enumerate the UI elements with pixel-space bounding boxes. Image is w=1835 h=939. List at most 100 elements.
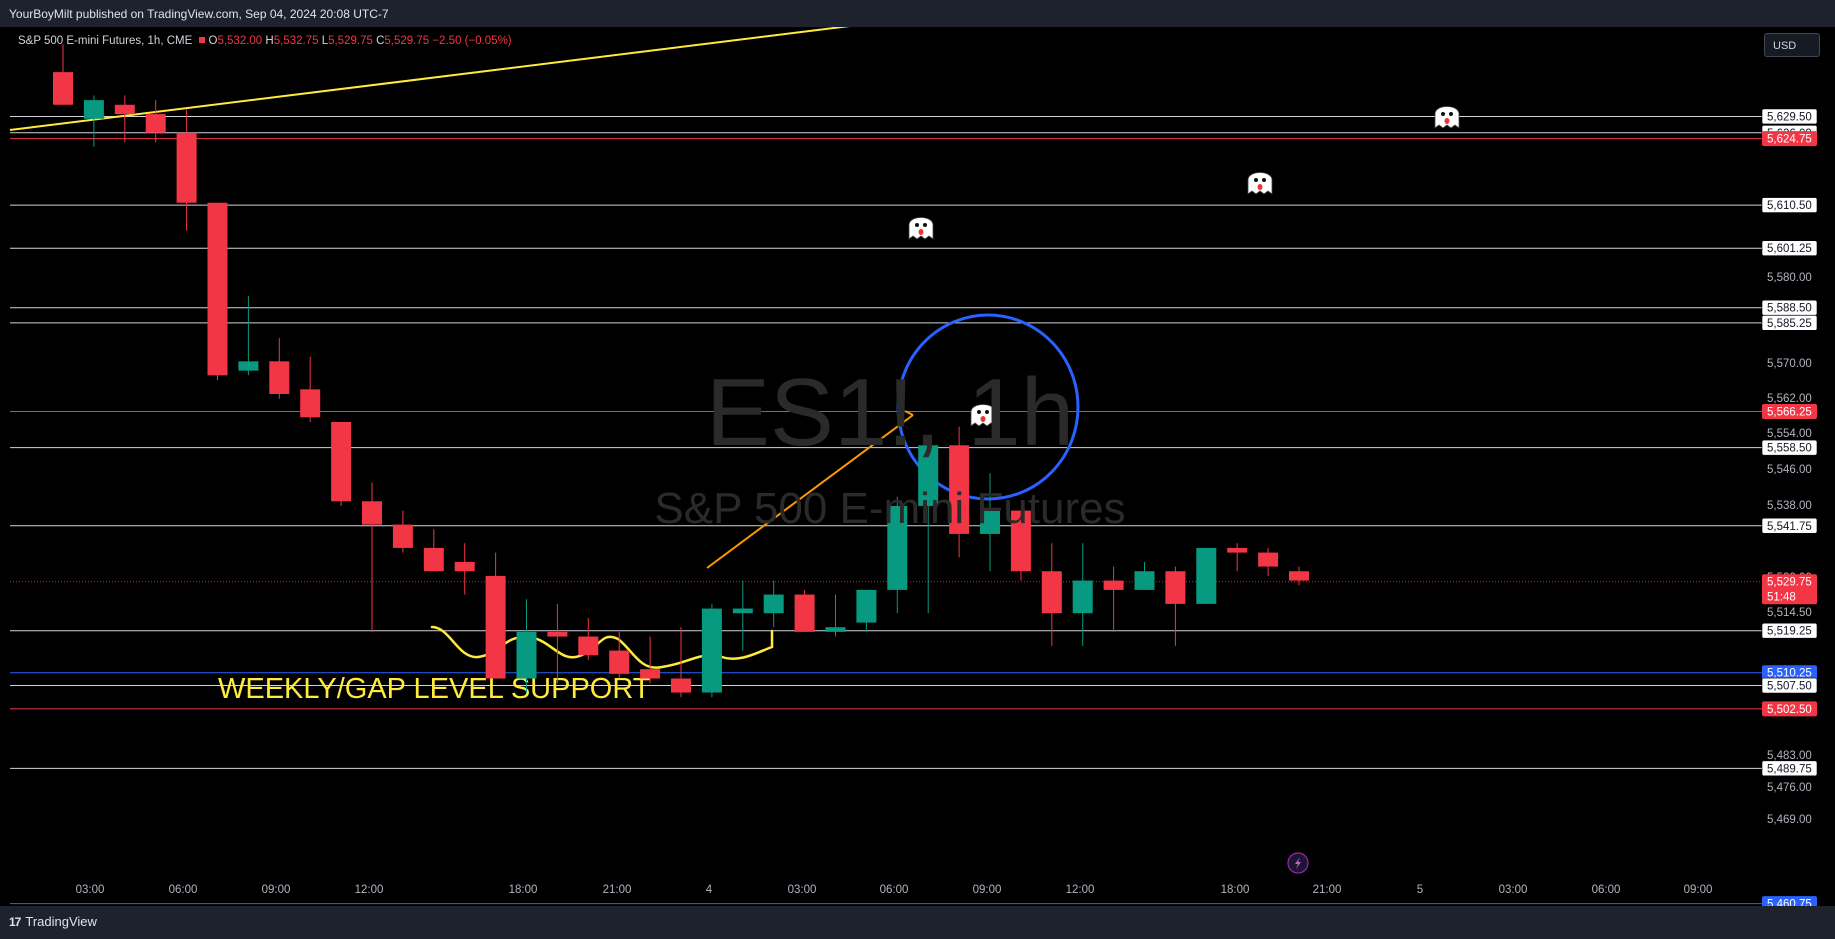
level-price-tag[interactable]: 5,502.50 [1762, 701, 1817, 717]
time-axis-tick-label[interactable]: 12:00 [355, 884, 384, 896]
candle-body[interactable] [176, 132, 197, 203]
symbol-legend[interactable]: S&P 500 E-mini Futures, 1h, CME O5,532.0… [18, 35, 512, 47]
price-axis-tick-label[interactable]: 5,538.00 [1767, 500, 1812, 512]
ghost-sticker-icon[interactable] [1434, 106, 1460, 129]
candle-body[interactable] [362, 501, 382, 525]
ghost-sticker-icon[interactable] [970, 404, 996, 427]
level-price-tag[interactable]: 5,519.25 [1761, 622, 1818, 639]
level-price-tag[interactable]: 5,610.50 [1761, 197, 1818, 213]
time-axis-tick-label[interactable]: 21:00 [603, 884, 632, 896]
candle-body[interactable] [640, 669, 661, 679]
time-axis-tick-label[interactable]: 03:00 [788, 884, 817, 896]
candle-body[interactable] [1227, 547, 1248, 553]
candle-body[interactable] [1196, 547, 1217, 604]
candle-body[interactable] [825, 627, 846, 632]
last-price-tag[interactable]: 5,529.75 51:48 [1762, 574, 1817, 605]
level-price-tag[interactable]: 5,585.25 [1761, 315, 1818, 331]
candle-body[interactable] [732, 608, 753, 614]
time-axis-tick-label[interactable]: 18:00 [1221, 884, 1250, 896]
time-axis-tick-label[interactable]: 03:00 [1499, 884, 1528, 896]
tradingview-brand[interactable]: 17 TradingView [9, 914, 97, 929]
candle-body[interactable] [516, 631, 537, 679]
candle-body[interactable] [671, 678, 691, 693]
price-axis-background[interactable] [1760, 27, 1835, 906]
candle-body[interactable] [207, 202, 228, 376]
candle-body[interactable] [53, 72, 73, 105]
candle-body[interactable] [547, 631, 568, 637]
event-flash-icon[interactable] [1287, 852, 1309, 874]
candle-body[interactable] [145, 114, 166, 133]
level-price-tag[interactable]: 5,624.75 [1762, 131, 1817, 147]
candle-body[interactable] [238, 361, 259, 371]
candle-body[interactable] [980, 510, 1000, 534]
time-axis-tick-label[interactable]: 5 [1417, 884, 1423, 896]
candle-body[interactable] [701, 608, 722, 693]
price-axis-tick-label[interactable]: 5,554.00 [1767, 428, 1812, 440]
level-price-tag[interactable]: 5,558.50 [1761, 439, 1818, 456]
price-axis-tick-label[interactable]: 5,476.00 [1767, 782, 1812, 794]
chart-canvas[interactable]: WEEKLY/GAP LEVEL SUPPORT 5,620.005,580.0… [0, 27, 1835, 906]
level-price-tag[interactable]: 5,566.25 [1762, 403, 1817, 419]
candle-body[interactable] [269, 361, 290, 394]
candle-body[interactable] [578, 636, 599, 656]
price-axis-tick-label[interactable]: 5,469.00 [1767, 814, 1812, 826]
candle-body[interactable] [114, 104, 135, 115]
level-price-tag[interactable]: 5,510.25 [1762, 665, 1817, 681]
time-axis-tick-label[interactable]: 06:00 [169, 884, 198, 896]
level-price-tag[interactable]: 5,507.50 [1761, 677, 1818, 694]
level-price-tag[interactable]: 5,629.50 [1761, 108, 1818, 125]
candle-body[interactable] [1041, 571, 1062, 614]
candle-body[interactable] [1134, 571, 1155, 590]
candle-body[interactable] [763, 594, 784, 614]
candle-body[interactable] [423, 547, 444, 572]
candle-body[interactable] [454, 561, 475, 572]
candle-body[interactable] [949, 445, 970, 534]
candle-body[interactable] [83, 100, 104, 119]
level-price-tag[interactable]: 5,489.75 [1761, 760, 1818, 777]
candle-body[interactable] [392, 524, 413, 548]
candle-body[interactable] [485, 575, 506, 679]
candle-body[interactable] [331, 421, 352, 502]
level-price-tag[interactable]: 5,588.50 [1761, 299, 1818, 316]
candle-body[interactable] [794, 594, 815, 632]
candle-body[interactable] [918, 445, 939, 506]
time-axis-tick-label[interactable]: 09:00 [262, 884, 291, 896]
level-price-tag[interactable]: 5,541.75 [1761, 517, 1818, 534]
orange-trend-arrow[interactable] [706, 414, 914, 569]
annotation-weekly-gap-support[interactable]: WEEKLY/GAP LEVEL SUPPORT [218, 673, 651, 705]
blue-highlight-circle[interactable] [896, 313, 1080, 501]
candle-body[interactable] [856, 589, 877, 623]
price-axis-tick-label[interactable]: 5,580.00 [1767, 272, 1812, 284]
candle-body[interactable] [1072, 580, 1093, 614]
candle-body[interactable] [1165, 571, 1186, 604]
candle-body[interactable] [1289, 571, 1309, 581]
price-axis-tick-label[interactable]: 5,483.00 [1767, 750, 1812, 762]
time-axis-tick-label[interactable]: 09:00 [973, 884, 1002, 896]
candle-body[interactable] [1010, 510, 1031, 572]
candle-body[interactable] [300, 389, 321, 418]
candle-body[interactable] [887, 505, 908, 590]
time-axis-tick-label[interactable]: 09:00 [1684, 884, 1713, 896]
time-axis-tick-label[interactable]: 06:00 [1592, 884, 1621, 896]
price-axis-tick-label[interactable]: 5,570.00 [1767, 358, 1812, 370]
time-axis-tick-label[interactable]: 21:00 [1313, 884, 1342, 896]
symbol-name[interactable]: S&P 500 E-mini Futures, 1h, CME [18, 35, 193, 47]
time-axis-tick-label[interactable]: 4 [706, 884, 713, 896]
level-price-tag[interactable]: 5,460.75 [1762, 896, 1817, 906]
time-axis-tick-label[interactable]: 12:00 [1066, 884, 1095, 896]
candle-body[interactable] [609, 650, 630, 674]
price-axis-tick-label[interactable]: 5,514.50 [1767, 607, 1812, 619]
time-axis-background[interactable] [0, 873, 1760, 906]
candle-body[interactable] [1258, 552, 1279, 567]
candle-body[interactable] [1103, 580, 1124, 590]
level-price-tag[interactable]: 5,601.25 [1761, 240, 1818, 257]
ghost-sticker-icon[interactable] [1247, 172, 1273, 195]
ghost-sticker-icon[interactable] [908, 217, 934, 240]
time-axis-tick-label[interactable]: 03:00 [76, 884, 105, 896]
yellow-trendline[interactable] [9, 27, 866, 131]
currency-button[interactable]: USD [1764, 33, 1820, 57]
price-axis-tick-label[interactable]: 5,546.00 [1767, 464, 1812, 476]
time-axis-tick-label[interactable]: 06:00 [880, 884, 909, 896]
time-axis-tick-label[interactable]: 18:00 [509, 884, 538, 896]
price-axis-tick-label[interactable]: 5,562.00 [1767, 393, 1812, 405]
